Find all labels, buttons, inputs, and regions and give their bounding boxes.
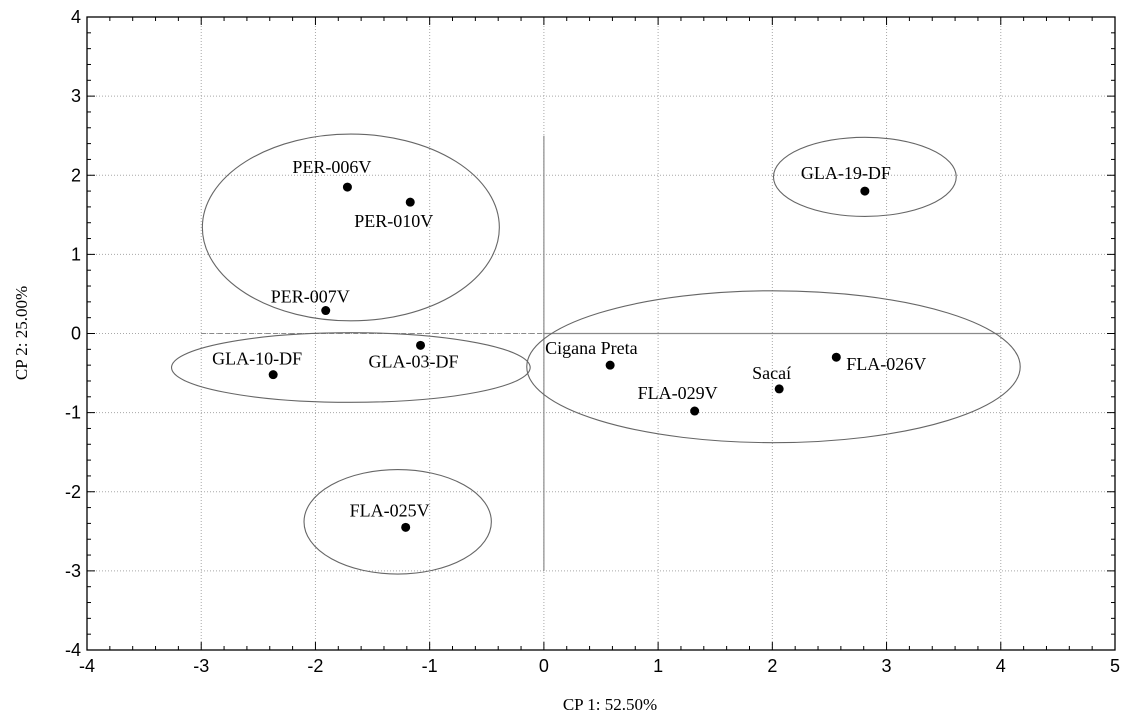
group-ellipse — [772, 136, 957, 217]
data-point — [831, 352, 841, 362]
x-tick-label: 2 — [767, 656, 777, 676]
x-axis-title: CP 1: 52.50% — [563, 695, 657, 714]
group-ellipse — [526, 290, 1021, 444]
data-point — [405, 197, 415, 207]
data-point — [321, 306, 331, 316]
point-label: Cigana Preta — [545, 338, 637, 358]
axis-ticks: -4 -3 -2 -1 0 1 2 3 4 5 -4 -3 -2 -1 0 1 2 3 4 — [65, 7, 1120, 676]
y-tick-label: -1 — [65, 403, 81, 423]
point-label: PER-006V — [292, 157, 371, 177]
y-tick-label: 1 — [71, 244, 81, 264]
data-point — [774, 384, 784, 394]
data-point — [690, 406, 700, 416]
point-label: PER-010V — [354, 211, 433, 231]
x-tick-label: 1 — [653, 656, 663, 676]
y-tick-label: -3 — [65, 561, 81, 581]
group-ellipse — [170, 332, 531, 403]
point-label: GLA-19-DF — [801, 163, 891, 183]
y-tick-label: -4 — [65, 640, 81, 660]
point-label: FLA-029V — [638, 383, 718, 403]
x-tick-label: -4 — [79, 656, 95, 676]
point-label: PER-007V — [271, 287, 350, 307]
x-tick-label: -2 — [307, 656, 323, 676]
point-label: GLA-10-DF — [212, 349, 302, 369]
reference-lines — [201, 135, 1001, 571]
x-tick-label: 4 — [996, 656, 1006, 676]
data-point — [342, 182, 352, 192]
y-tick-label: 4 — [71, 7, 81, 27]
x-tick-label: 0 — [539, 656, 549, 676]
point-label: GLA-03-DF — [369, 351, 459, 371]
point-labels: PER-006V PER-010V PER-007V GLA-10-DF GLA-03-… — [212, 157, 926, 520]
group-ellipse — [201, 133, 500, 322]
x-tick-label: 5 — [1110, 656, 1120, 676]
x-tick-label: -3 — [193, 656, 209, 676]
data-point — [416, 340, 426, 350]
y-tick-label: 3 — [71, 86, 81, 106]
x-tick-label: 3 — [882, 656, 892, 676]
point-label: Sacaí — [752, 363, 791, 383]
point-label: FLA-026V — [846, 354, 926, 374]
data-point — [605, 360, 615, 370]
data-point — [401, 522, 411, 532]
point-label: FLA-025V — [350, 500, 430, 520]
y-axis-title: CP 2: 25.00% — [12, 286, 31, 380]
x-tick-label: -1 — [422, 656, 438, 676]
data-point — [268, 370, 278, 380]
group-ellipses — [170, 133, 1021, 575]
y-tick-label: -2 — [65, 482, 81, 502]
group-ellipse — [303, 469, 492, 575]
y-tick-label: 0 — [71, 324, 81, 344]
data-point — [860, 186, 870, 196]
data-points — [268, 182, 870, 532]
y-tick-label: 2 — [71, 165, 81, 185]
